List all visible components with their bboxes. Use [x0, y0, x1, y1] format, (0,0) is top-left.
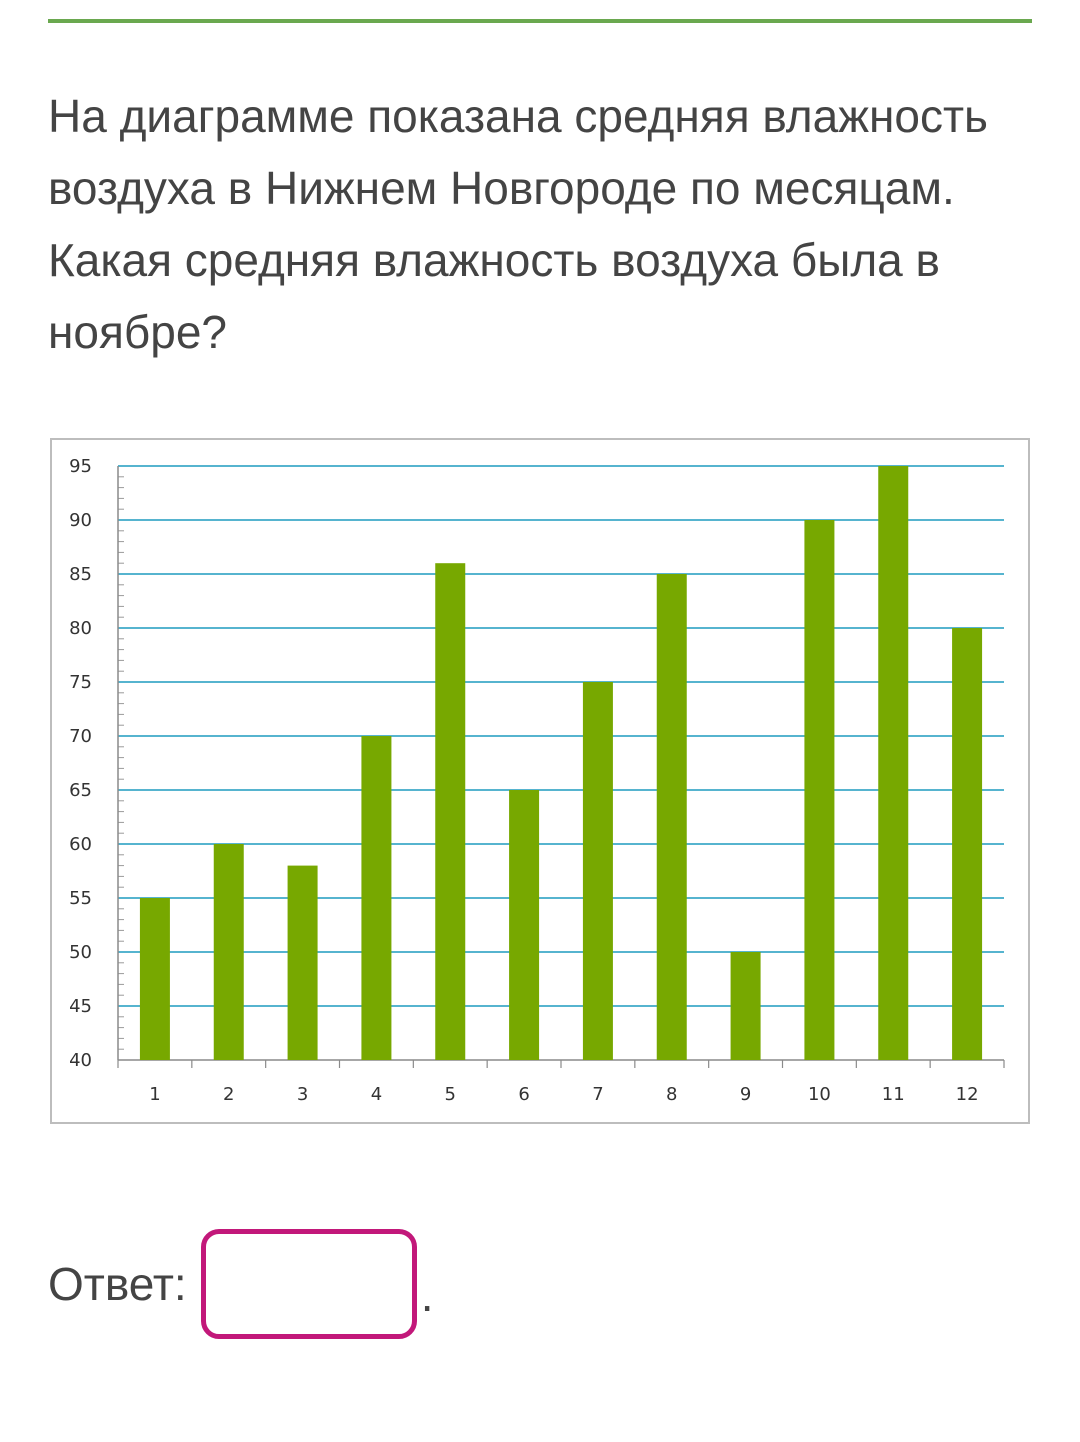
- x-tick-label: 11: [882, 1084, 905, 1105]
- x-tick-label: 6: [518, 1084, 529, 1105]
- x-tick-label: 1: [149, 1084, 160, 1105]
- bar-month-10: [804, 520, 835, 1060]
- y-tick-label: 45: [69, 996, 92, 1017]
- answer-label: Ответ:: [48, 1258, 187, 1310]
- bar-month-7: [582, 682, 613, 1060]
- y-tick-label: 70: [69, 726, 92, 747]
- y-tick-label: 90: [69, 510, 92, 531]
- answer-row: Ответ: .: [48, 1228, 433, 1340]
- x-tick-label: 8: [666, 1084, 677, 1105]
- y-tick-label: 60: [69, 834, 92, 855]
- bar-month-5: [435, 563, 466, 1060]
- bar-month-3: [287, 865, 318, 1060]
- bar-month-9: [730, 952, 761, 1060]
- y-tick-label: 40: [69, 1050, 92, 1071]
- bar-month-12: [952, 628, 983, 1060]
- x-tick-label: 5: [445, 1084, 456, 1105]
- answer-input[interactable]: [200, 1229, 417, 1339]
- answer-suffix: .: [420, 1269, 434, 1321]
- bar-month-11: [878, 466, 909, 1060]
- y-tick-label: 85: [69, 564, 92, 585]
- x-tick-label: 4: [371, 1084, 382, 1105]
- y-tick-label: 80: [69, 618, 92, 639]
- y-tick-label: 95: [69, 456, 92, 477]
- x-tick-label: 7: [592, 1084, 603, 1105]
- x-tick-label: 3: [297, 1084, 308, 1105]
- x-tick-label: 12: [956, 1084, 979, 1105]
- bar-month-4: [361, 736, 392, 1060]
- bar-month-2: [213, 844, 244, 1060]
- y-tick-label: 50: [69, 942, 92, 963]
- y-tick-label: 55: [69, 888, 92, 909]
- x-tick-label: 9: [740, 1084, 751, 1105]
- y-tick-label: 65: [69, 780, 92, 801]
- question-text: На диаграмме показана средняя влажность …: [48, 90, 988, 358]
- bar-month-6: [509, 790, 540, 1060]
- bar-month-1: [139, 898, 170, 1060]
- chart-frame: 40 45 50 55 60 65 70 75 80 85 90 95 1 2 3 4 5 6 7 8 9 10 11 12: [50, 438, 1030, 1124]
- x-tick-label: 10: [808, 1084, 831, 1105]
- top-divider: [48, 19, 1032, 23]
- bar-month-8: [656, 574, 687, 1060]
- x-tick-label: 2: [223, 1084, 234, 1105]
- y-tick-label: 75: [69, 672, 92, 693]
